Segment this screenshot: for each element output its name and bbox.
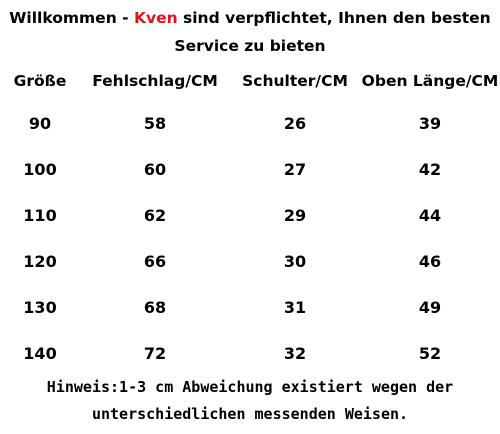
cell-shoulder: 32: [283, 343, 307, 363]
footer-note-line-2: unterschiedlichen messenden Weisen.: [91, 405, 409, 423]
table-header-row: Größe Fehlschlag/CM Schulter/CM Oben Län…: [0, 62, 500, 100]
table-row: 100 60 27 42: [0, 146, 500, 192]
footer-note-line-1: Hinweis:1-3 cm Abweichung existiert wege…: [46, 378, 454, 396]
cell-top-length: 49: [418, 297, 442, 317]
footer-note: Hinweis:1-3 cm Abweichung existiert wege…: [0, 374, 500, 428]
cell-top-length: 52: [418, 343, 442, 363]
cell-shoulder: 27: [283, 159, 307, 179]
welcome-heading: Willkommen - Kven sind verpflichtet, Ihn…: [0, 4, 500, 60]
welcome-line-2: Service zu bieten: [174, 37, 326, 55]
cell-fehlschlag: 72: [143, 343, 167, 363]
cell-fehlschlag: 68: [143, 297, 167, 317]
welcome-prefix: Willkommen -: [9, 9, 134, 27]
table-row: 90 58 26 39: [0, 100, 500, 146]
column-header-shoulder: Schulter/CM: [242, 72, 348, 90]
table-row: 110 62 29 44: [0, 192, 500, 238]
welcome-line-1: Willkommen - Kven sind verpflichtet, Ihn…: [0, 4, 500, 32]
cell-fehlschlag: 66: [143, 251, 167, 271]
cell-size: 120: [23, 251, 57, 271]
cell-fehlschlag: 60: [143, 159, 167, 179]
cell-shoulder: 30: [283, 251, 307, 271]
cell-top-length: 44: [418, 205, 442, 225]
cell-size: 130: [23, 297, 57, 317]
column-header-top-length: Oben Länge/CM: [361, 72, 499, 90]
cell-fehlschlag: 58: [143, 113, 167, 133]
cell-shoulder: 26: [283, 113, 307, 133]
cell-size: 110: [23, 205, 57, 225]
size-table: Größe Fehlschlag/CM Schulter/CM Oben Län…: [0, 62, 500, 376]
column-header-fehlschlag: Fehlschlag/CM: [92, 72, 218, 90]
table-body: 90 58 26 39 100 60 27 42 110 62 29 44 120 66 30 46 130 68…: [0, 100, 500, 376]
table-row: 120 66 30 46: [0, 238, 500, 284]
cell-shoulder: 29: [283, 205, 307, 225]
cell-size: 90: [28, 113, 52, 133]
cell-top-length: 39: [418, 113, 442, 133]
table-row: 140 72 32 52: [0, 330, 500, 376]
cell-shoulder: 31: [283, 297, 307, 317]
table-row: 130 68 31 49: [0, 284, 500, 330]
cell-top-length: 42: [418, 159, 442, 179]
cell-size: 140: [23, 343, 57, 363]
cell-fehlschlag: 62: [143, 205, 167, 225]
column-header-size: Größe: [13, 72, 67, 90]
cell-top-length: 46: [418, 251, 442, 271]
welcome-suffix: sind verpflichtet, Ihnen den besten: [177, 9, 491, 27]
cell-size: 100: [23, 159, 57, 179]
brand-name: Kven: [133, 9, 178, 27]
